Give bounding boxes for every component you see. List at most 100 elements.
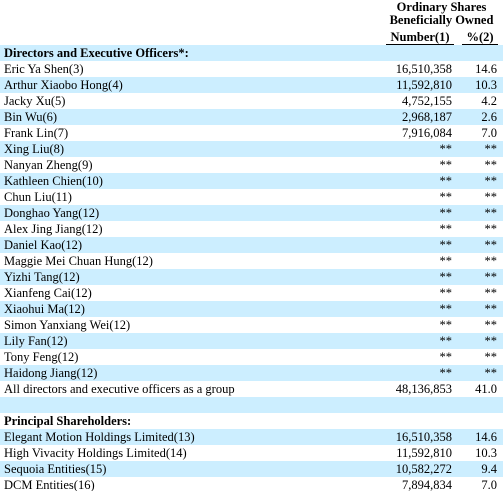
table-row: Xing Liu(8) ** **: [0, 141, 503, 157]
share-percent: **: [484, 350, 498, 364]
table-row: Alex Jing Jiang(12) ** **: [0, 221, 503, 237]
share-percent: 7.0: [481, 478, 497, 491]
holder-name: Eric Ya Shen(3): [4, 62, 84, 76]
holder-name: Lily Fan(12): [4, 334, 68, 348]
share-percent: 7.0: [481, 126, 497, 140]
holder-name: High Vivacity Holdings Limited(14): [4, 446, 187, 460]
table-row: Nanyan Zheng(9) ** **: [0, 157, 503, 173]
share-number: 11,592,810: [396, 446, 452, 460]
section-title: Principal Shareholders:: [4, 414, 132, 428]
share-percent: **: [484, 142, 498, 156]
holder-name: All directors and executive officers as …: [4, 382, 235, 396]
holder-name: Elegant Motion Holdings Limited(13): [4, 430, 195, 444]
table-row: Daniel Kao(12) ** **: [0, 237, 503, 253]
share-number: **: [439, 334, 453, 348]
share-number: **: [439, 270, 453, 284]
table-row: High Vivacity Holdings Limited(14) 11,592…: [0, 445, 503, 461]
share-number: 11,592,810: [396, 78, 452, 92]
holder-name: Jacky Xu(5): [4, 94, 66, 108]
share-number: **: [439, 222, 453, 236]
share-number: **: [439, 174, 453, 188]
holder-name: Xing Liu(8): [4, 142, 65, 156]
share-number: 16,510,358: [395, 62, 452, 76]
table-row: Frank Lin(7) 7,916,084 7.0: [0, 125, 503, 141]
table-row: Yizhi Tang(12) ** **: [0, 269, 503, 285]
share-number: 7,894,834: [402, 478, 452, 491]
holder-name: Frank Lin(7): [4, 126, 69, 140]
share-percent: **: [484, 318, 498, 332]
share-percent: 41.0: [475, 382, 497, 396]
share-percent: **: [484, 254, 498, 268]
holder-name: Yizhi Tang(12): [4, 270, 80, 284]
share-number: 16,510,358: [395, 430, 452, 444]
share-number: 2,968,187: [402, 110, 452, 124]
share-percent: **: [484, 270, 498, 284]
column-header: %(2): [462, 30, 498, 45]
share-percent: 2.6: [481, 110, 497, 124]
holder-name: Daniel Kao(12): [4, 238, 83, 252]
share-percent: **: [484, 222, 498, 236]
share-percent: 10.3: [475, 446, 497, 460]
column-header: Number(1): [386, 30, 454, 45]
holder-name: Xianfeng Cai(12): [4, 286, 92, 300]
table-row: Elegant Motion Holdings Limited(13) 16,51…: [0, 429, 503, 445]
holder-name: Nanyan Zheng(9): [4, 158, 93, 172]
section-title: Directors and Executive Officers*:: [4, 46, 189, 60]
table-row: Bin Wu(6) 2,968,187 2.6: [0, 109, 503, 125]
share-percent: **: [484, 190, 498, 204]
table-row: Donghao Yang(12) ** **: [0, 205, 503, 221]
share-percent: 10.3: [475, 78, 497, 92]
holder-name: DCM Entities(16): [4, 478, 95, 491]
header-line: Beneficially Owned: [389, 13, 494, 27]
table-row: Kathleen Chien(10) ** **: [0, 173, 503, 189]
share-percent: 14.6: [475, 62, 497, 76]
share-number: 10,582,272: [395, 462, 452, 476]
share-percent: 14.6: [475, 430, 497, 444]
holder-name: Haidong Jiang(12): [4, 366, 98, 380]
share-number: **: [439, 190, 453, 204]
table-row: Xianfeng Cai(12) ** **: [0, 285, 503, 301]
share-number: **: [439, 158, 453, 172]
holder-name: Bin Wu(6): [4, 110, 58, 124]
table-row: All directors and executive officers as …: [0, 381, 503, 397]
share-number: 48,136,853: [395, 382, 452, 396]
share-percent: **: [484, 174, 498, 188]
holder-name: Tony Feng(12): [4, 350, 79, 364]
table-row: Chun Liu(11) ** **: [0, 189, 503, 205]
share-number: 7,916,084: [402, 126, 452, 140]
share-number: **: [439, 286, 453, 300]
holder-name: Xiaohui Ma(12): [4, 302, 85, 316]
table-row: DCM Entities(16) 7,894,834 7.0: [0, 477, 503, 491]
share-number: **: [439, 366, 453, 380]
table-row: Xiaohui Ma(12) ** **: [0, 301, 503, 317]
table-row: Tony Feng(12) ** **: [0, 349, 503, 365]
share-percent: **: [484, 238, 498, 252]
share-number: **: [439, 350, 453, 364]
table-row: Sequoia Entities(15) 10,582,272 9.4: [0, 461, 503, 477]
table-row: Haidong Jiang(12) ** **: [0, 365, 503, 381]
table-row: Eric Ya Shen(3) 16,510,358 14.6: [0, 61, 503, 77]
table-row: Lily Fan(12) ** **: [0, 333, 503, 349]
share-percent: **: [484, 366, 498, 380]
share-number: 4,752,155: [402, 94, 452, 108]
holder-name: Kathleen Chien(10): [4, 174, 103, 188]
table-row: Simon Yanxiang Wei(12) ** **: [0, 317, 503, 333]
share-number: **: [439, 302, 453, 316]
spacer-row: [0, 397, 503, 413]
holder-name: Alex Jing Jiang(12): [4, 222, 103, 236]
share-percent: **: [484, 286, 498, 300]
section-row: Principal Shareholders:: [0, 413, 503, 429]
holder-name: Simon Yanxiang Wei(12): [4, 318, 131, 332]
table-row: Arthur Xiaobo Hong(4) 11,592,810 10.3: [0, 77, 503, 93]
header-line: Ordinary Shares: [396, 0, 487, 14]
section-row: Directors and Executive Officers*:: [0, 45, 503, 61]
share-percent: **: [484, 206, 498, 220]
share-percent: **: [484, 334, 498, 348]
share-percent: **: [484, 302, 498, 316]
share-percent: **: [484, 158, 498, 172]
share-number: **: [439, 206, 453, 220]
holder-name: Arthur Xiaobo Hong(4): [4, 78, 123, 92]
holder-name: Chun Liu(11): [4, 190, 72, 204]
holder-name: Sequoia Entities(15): [4, 462, 107, 476]
